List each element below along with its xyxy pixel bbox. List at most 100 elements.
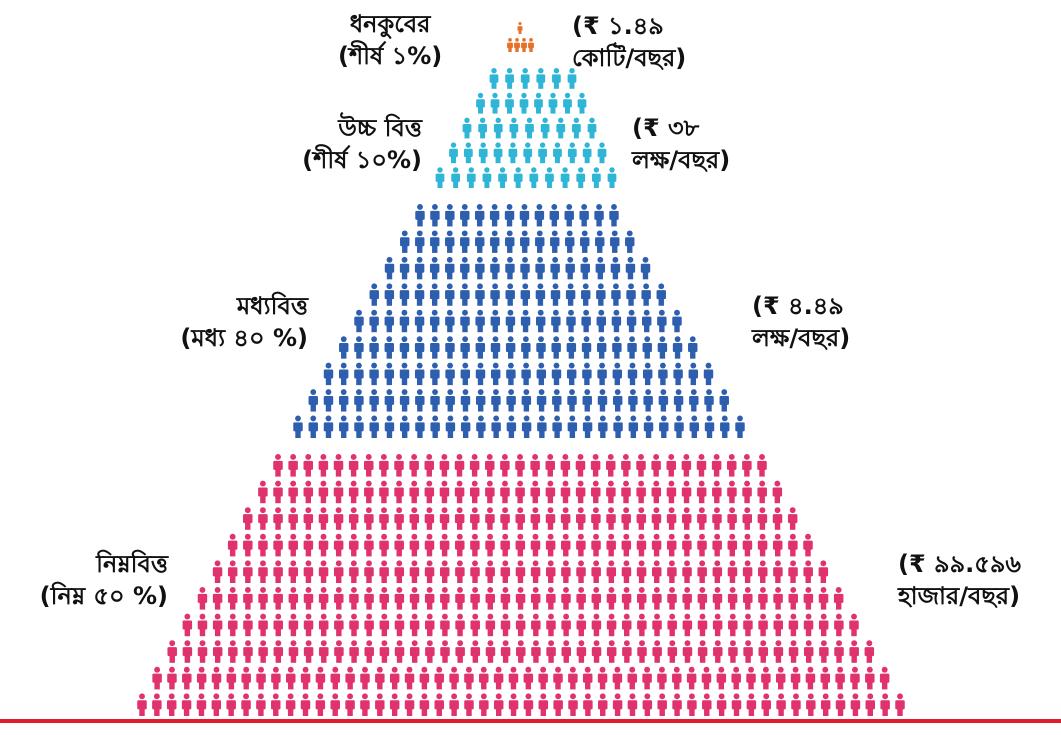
person-icon bbox=[394, 454, 404, 477]
person-icon bbox=[566, 309, 576, 333]
person-icon bbox=[354, 336, 364, 359]
person-icon bbox=[651, 533, 662, 557]
person-icon bbox=[727, 480, 737, 504]
person-icon bbox=[642, 309, 652, 333]
person-icon bbox=[384, 256, 395, 280]
person-icon bbox=[597, 693, 608, 716]
person-icon bbox=[445, 283, 455, 306]
person-icon bbox=[537, 415, 547, 438]
person-icon bbox=[288, 507, 298, 530]
person-icon bbox=[430, 309, 440, 333]
person-icon bbox=[348, 507, 359, 530]
person-icon bbox=[369, 362, 379, 386]
person-icon bbox=[531, 613, 541, 637]
person-icon bbox=[478, 117, 487, 139]
person-icon bbox=[561, 613, 571, 637]
person-icon bbox=[469, 454, 480, 477]
person-icon bbox=[681, 454, 692, 477]
person-icon bbox=[424, 587, 435, 610]
person-icon bbox=[430, 362, 440, 386]
person-icon bbox=[475, 309, 485, 333]
person-icon bbox=[330, 693, 340, 716]
person-icon bbox=[561, 640, 571, 663]
person-icon bbox=[731, 666, 741, 690]
person-icon bbox=[399, 283, 410, 306]
tier-label-upper: উচ্চ বিত্ত (শীর্ষ ১০%) bbox=[302, 114, 422, 174]
person-icon bbox=[258, 480, 268, 504]
person-icon bbox=[475, 336, 486, 359]
person-icon bbox=[682, 640, 693, 663]
person-icon bbox=[520, 68, 530, 89]
person-icon bbox=[197, 587, 208, 610]
person-icon bbox=[658, 389, 669, 412]
person-icon bbox=[682, 613, 693, 637]
person-icon bbox=[303, 640, 314, 663]
person-icon bbox=[464, 666, 474, 690]
person-icon bbox=[409, 640, 420, 663]
person-icon bbox=[607, 167, 617, 188]
person-icon bbox=[364, 587, 374, 610]
person-icon bbox=[375, 693, 385, 716]
person-icon bbox=[505, 283, 515, 306]
person-icon bbox=[475, 230, 485, 253]
person-icon bbox=[308, 415, 318, 438]
person-icon bbox=[673, 389, 684, 412]
person-icon bbox=[241, 666, 251, 690]
person-icon bbox=[610, 230, 620, 253]
person-icon bbox=[536, 309, 546, 333]
person-icon bbox=[672, 309, 682, 333]
person-icon bbox=[775, 666, 786, 690]
person-icon bbox=[546, 640, 556, 663]
person-icon bbox=[519, 92, 529, 114]
person-icon bbox=[594, 204, 604, 227]
person-icon bbox=[553, 666, 563, 690]
person-icon bbox=[334, 640, 344, 663]
person-icon bbox=[704, 389, 714, 412]
person-icon bbox=[772, 533, 783, 557]
person-icon bbox=[273, 613, 283, 637]
person-icon bbox=[530, 587, 541, 610]
person-icon bbox=[757, 507, 768, 530]
person-icon bbox=[548, 92, 558, 114]
person-icon bbox=[743, 640, 753, 663]
person-icon bbox=[409, 560, 420, 583]
person-icon bbox=[560, 167, 570, 188]
person-icon bbox=[323, 362, 334, 386]
tier-label-middle: মধ্যবিত্ত (মধ্য ৪০ %) bbox=[180, 292, 308, 352]
person-icon bbox=[303, 613, 314, 637]
person-icon bbox=[451, 167, 461, 188]
bottom-rule bbox=[0, 719, 1061, 723]
person-icon bbox=[552, 389, 562, 412]
person-icon bbox=[227, 560, 238, 583]
person-icon bbox=[196, 693, 207, 716]
person-icon bbox=[791, 693, 801, 716]
person-icon bbox=[360, 693, 370, 716]
person-icon bbox=[530, 507, 541, 530]
person-icon bbox=[659, 415, 669, 438]
person-icon bbox=[523, 693, 534, 716]
person-icon bbox=[364, 560, 374, 583]
person-icon bbox=[449, 666, 459, 690]
person-icon bbox=[414, 362, 425, 386]
person-icon bbox=[182, 666, 192, 690]
person-icon bbox=[212, 613, 223, 637]
person-icon bbox=[545, 480, 556, 504]
person-icon bbox=[833, 587, 844, 610]
person-icon bbox=[591, 640, 602, 663]
person-icon bbox=[469, 480, 480, 504]
person-icon bbox=[517, 22, 523, 34]
person-icon bbox=[470, 507, 480, 530]
person-icon bbox=[490, 256, 500, 280]
person-icon bbox=[197, 613, 208, 637]
person-icon bbox=[546, 613, 556, 637]
person-icon bbox=[454, 507, 465, 530]
person-icon bbox=[500, 640, 511, 663]
person-figures bbox=[137, 22, 905, 716]
person-icon bbox=[521, 362, 531, 386]
person-icon bbox=[394, 533, 404, 557]
person-icon bbox=[212, 587, 223, 610]
person-icon bbox=[553, 693, 563, 716]
person-icon bbox=[576, 640, 587, 663]
person-icon bbox=[409, 587, 420, 610]
person-icon bbox=[597, 362, 607, 386]
